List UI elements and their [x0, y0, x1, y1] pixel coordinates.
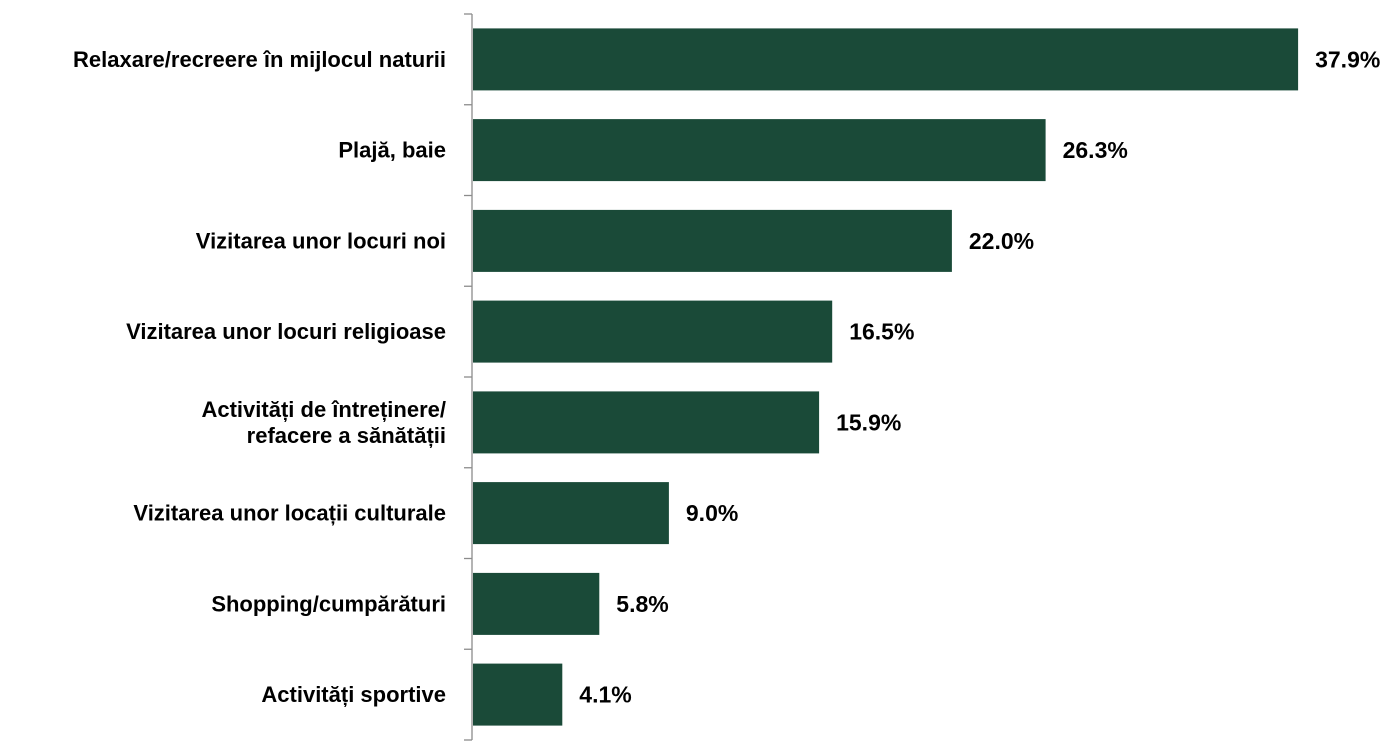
bar — [473, 482, 669, 545]
value-label: 9.0% — [686, 500, 738, 526]
value-label: 15.9% — [836, 409, 901, 435]
category-label: Shopping/cumpărături — [211, 591, 446, 616]
category-label: Vizitarea unor locuri noi — [196, 228, 446, 253]
category-label: Relaxare/recreere în mijlocul naturii — [73, 47, 446, 72]
bar — [473, 28, 1299, 91]
value-label: 37.9% — [1315, 46, 1380, 72]
category-label: Activități de întreținere/refacere a săn… — [201, 397, 446, 448]
value-label: 4.1% — [579, 682, 631, 708]
bar — [473, 300, 833, 363]
value-label: 26.3% — [1063, 137, 1128, 163]
bar — [473, 209, 952, 272]
value-label: 16.5% — [849, 319, 914, 345]
bars-layer — [473, 28, 1299, 726]
axis-layer — [464, 13, 473, 741]
category-label: Vizitarea unor locuri religioase — [126, 319, 446, 344]
bar — [473, 572, 600, 635]
value-labels: 37.9% 26.3% 22.0% 16.5% 15.9% 9.0% 5.8% 4.1% — [579, 46, 1380, 707]
bar — [473, 663, 563, 726]
value-label: 5.8% — [616, 591, 668, 617]
category-label: Plajă, baie — [338, 138, 446, 163]
value-label: 22.0% — [969, 228, 1034, 254]
category-label: Activități sportive — [261, 682, 446, 707]
category-label: Vizitarea unor locații culturale — [133, 501, 446, 526]
bar — [473, 119, 1046, 182]
category-labels: Relaxare/recreere în mijlocul naturii Pla… — [73, 47, 446, 707]
bar — [473, 391, 820, 454]
